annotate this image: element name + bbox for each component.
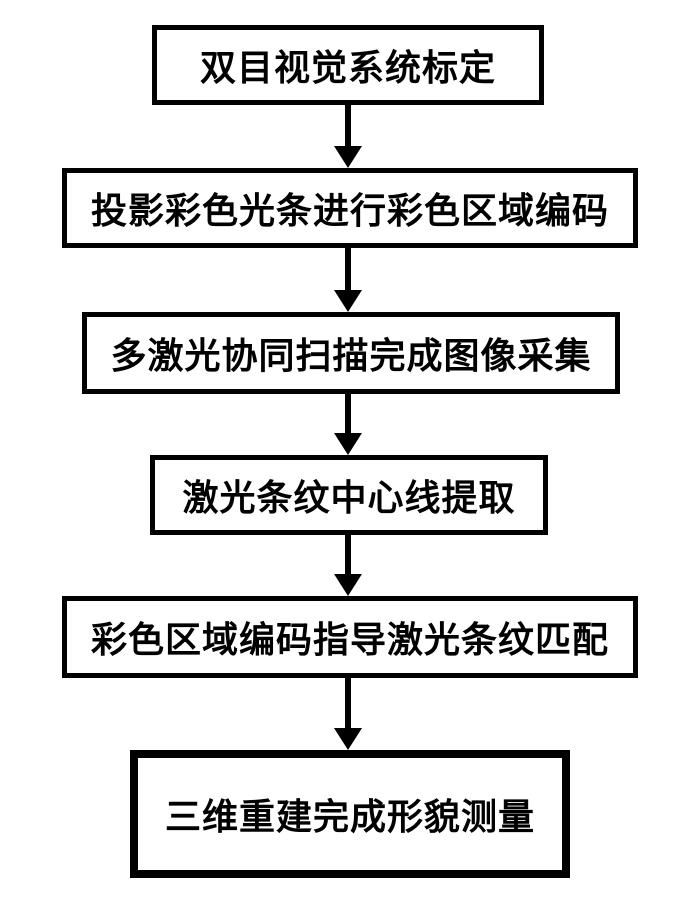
flow-arrow-5	[332, 678, 364, 750]
flow-node-n1: 双目视觉系统标定	[152, 25, 544, 105]
flow-arrow-1	[332, 105, 364, 168]
flow-node-label: 彩色区域编码指导激光条纹匹配	[91, 611, 609, 663]
flow-node-label: 双目视觉系统标定	[200, 39, 496, 91]
flow-node-n4: 激光条纹中心线提取	[150, 455, 548, 535]
flow-node-n5: 彩色区域编码指导激光条纹匹配	[62, 596, 638, 678]
flow-node-n2: 投影彩色光条进行彩色区域编码	[62, 168, 638, 248]
flow-arrow-2	[332, 248, 364, 312]
flowchart-canvas: 双目视觉系统标定投影彩色光条进行彩色区域编码多激光协同扫描完成图像采集激光条纹中…	[0, 0, 696, 900]
flow-node-n6: 三维重建完成形貌测量	[130, 750, 570, 878]
flow-node-label: 三维重建完成形貌测量	[165, 788, 535, 840]
flow-arrow-4	[332, 535, 364, 596]
flow-arrow-3	[332, 394, 364, 455]
flow-node-label: 激光条纹中心线提取	[182, 469, 515, 521]
flow-node-n3: 多激光协同扫描完成图像采集	[82, 312, 620, 394]
flow-node-label: 投影彩色光条进行彩色区域编码	[91, 182, 609, 234]
flow-node-label: 多激光协同扫描完成图像采集	[110, 327, 591, 379]
